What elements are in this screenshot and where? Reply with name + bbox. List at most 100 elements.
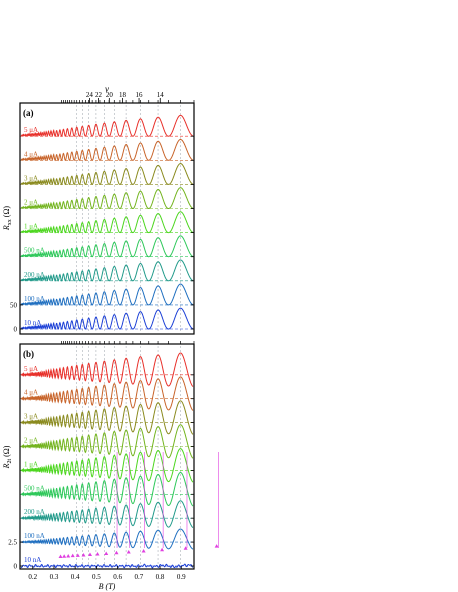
panel-a-frame <box>19 102 195 335</box>
top-tick-label: 18 <box>119 91 127 99</box>
marker <box>81 552 86 557</box>
x-tick-label: 0.8 <box>156 573 165 581</box>
panel-b-series-labels: 5 μA 4 μA 3 μA 2 μA 1 μA 500 nA 200 nA 100 nA 10… <box>24 365 45 564</box>
x-tick-label: 0.2 <box>28 573 37 581</box>
y-tick-label: 0 <box>14 563 18 571</box>
series-label: 3 μA <box>24 174 38 182</box>
series-label: 10 nA <box>24 319 41 327</box>
marker <box>141 548 146 553</box>
panel-b-y-ticks: 02.5 <box>8 374 194 571</box>
panel-a-baselines <box>20 135 194 330</box>
marker <box>75 553 80 557</box>
series-label: 2 μA <box>24 437 38 445</box>
panel-a-ylabel-sub: xx <box>7 219 13 225</box>
marker <box>62 554 67 558</box>
series-label: 10 nA <box>24 556 41 564</box>
series-line <box>20 448 194 483</box>
marker <box>160 547 165 552</box>
marker <box>114 550 119 555</box>
panel-b-x-ticks: 0.2 0.3 0.4 0.5 0.6 0.7 0.8 0.9 <box>28 566 186 581</box>
x-tick-label: 0.4 <box>71 573 80 581</box>
series-line <box>20 163 194 186</box>
series-label: 5 μA <box>24 126 38 134</box>
y-tick-label: 2.5 <box>8 539 17 547</box>
series-line <box>20 500 194 529</box>
series-label: 500 nA <box>24 484 45 492</box>
series-line <box>20 472 194 507</box>
top-tick-label: 22 <box>95 91 103 99</box>
panel-b-markers <box>58 452 219 558</box>
panel-b-frame <box>19 343 195 570</box>
series-line <box>20 259 194 282</box>
panel-a-y-ticks: 0 50 <box>10 135 194 334</box>
series-line <box>20 187 194 210</box>
series-line <box>20 114 194 138</box>
series-line <box>20 376 194 411</box>
series-line <box>20 400 194 435</box>
series-label: 5 μA <box>24 365 38 373</box>
panel-b-ylabel: R2t (Ω) <box>2 445 13 469</box>
x-tick-label: 0.9 <box>177 573 186 581</box>
top-tick-label: 14 <box>157 91 165 99</box>
series-line <box>20 138 194 162</box>
series-label: 200 nA <box>24 508 45 516</box>
marker <box>70 553 75 558</box>
marker <box>183 546 188 550</box>
series-label: 2 μA <box>24 199 38 207</box>
marker <box>66 553 71 558</box>
panel-b-top-ticks <box>61 341 195 344</box>
panel-a-ylabel-main: R <box>2 225 11 231</box>
svg-text:Rxx(Ω): Rxx(Ω) <box>2 206 13 232</box>
series-label: 500 nA <box>24 247 45 255</box>
marker <box>126 549 131 554</box>
marker <box>214 544 219 548</box>
series-line <box>20 307 194 330</box>
panel-b-ylabel-sub: 2t <box>7 459 13 464</box>
x-tick-label: 0.7 <box>134 573 143 581</box>
series-line <box>20 563 193 569</box>
x-tick-label: 0.5 <box>92 573 101 581</box>
y-tick-label: 0 <box>14 326 18 334</box>
series-line <box>20 352 194 387</box>
panel-a: 5 μA 4 μA 3 μA 2 μA 1 μA 500 nA 200 nA 100 nA 10… <box>2 84 195 335</box>
marker <box>58 554 63 558</box>
top-axis-label: ν <box>105 84 109 94</box>
marker <box>88 552 93 557</box>
svg-text:R2t(Ω): R2t (Ω) <box>2 445 13 469</box>
panel-a-ylabel-unit: (Ω) <box>2 206 11 218</box>
series-line <box>20 424 194 459</box>
series-line <box>20 235 194 258</box>
panel-a-ylabel: Rxx(Ω) <box>2 206 13 232</box>
top-tick-label: 24 <box>86 91 94 99</box>
x-tick-label: 0.6 <box>113 573 122 581</box>
series-line <box>20 283 194 306</box>
panel-a-top-ticks: 24 22 20 18 16 14 <box>61 91 195 103</box>
panel-a-curves <box>20 114 194 330</box>
panel-a-series-labels: 5 μA 4 μA 3 μA 2 μA 1 μA 500 nA 200 nA 100 nA 10… <box>24 126 45 327</box>
top-tick-label: 20 <box>106 91 114 99</box>
x-axis-label: B (T) <box>99 582 116 591</box>
marker <box>104 551 109 555</box>
series-label: 100 nA <box>24 532 45 540</box>
panel-b-curves <box>20 352 194 569</box>
series-label: 100 nA <box>24 295 45 303</box>
series-label: 200 nA <box>24 271 45 279</box>
series-line <box>20 211 194 234</box>
panel-b-ylabel-main: R <box>2 463 11 469</box>
series-label: 3 μA <box>24 413 38 421</box>
top-tick-label: 16 <box>136 91 144 99</box>
x-tick-label: 0.3 <box>50 573 59 581</box>
panel-a-label: (a) <box>23 108 34 118</box>
panel-b-grid <box>76 346 181 567</box>
panel-b-ylabel-unit: (Ω) <box>2 445 11 457</box>
series-line <box>20 528 194 550</box>
series-label: 1 μA <box>24 223 38 231</box>
series-label: 4 μA <box>24 389 38 397</box>
series-label: 1 μA <box>24 460 38 468</box>
series-label: 4 μA <box>24 150 38 158</box>
y-tick-label: 50 <box>10 301 18 309</box>
panel-b-label: (b) <box>23 349 34 359</box>
marker <box>95 552 100 556</box>
panel-b: 5 μA 4 μA 3 μA 2 μA 1 μA 500 nA 200 nA 100 nA 10… <box>2 341 219 591</box>
